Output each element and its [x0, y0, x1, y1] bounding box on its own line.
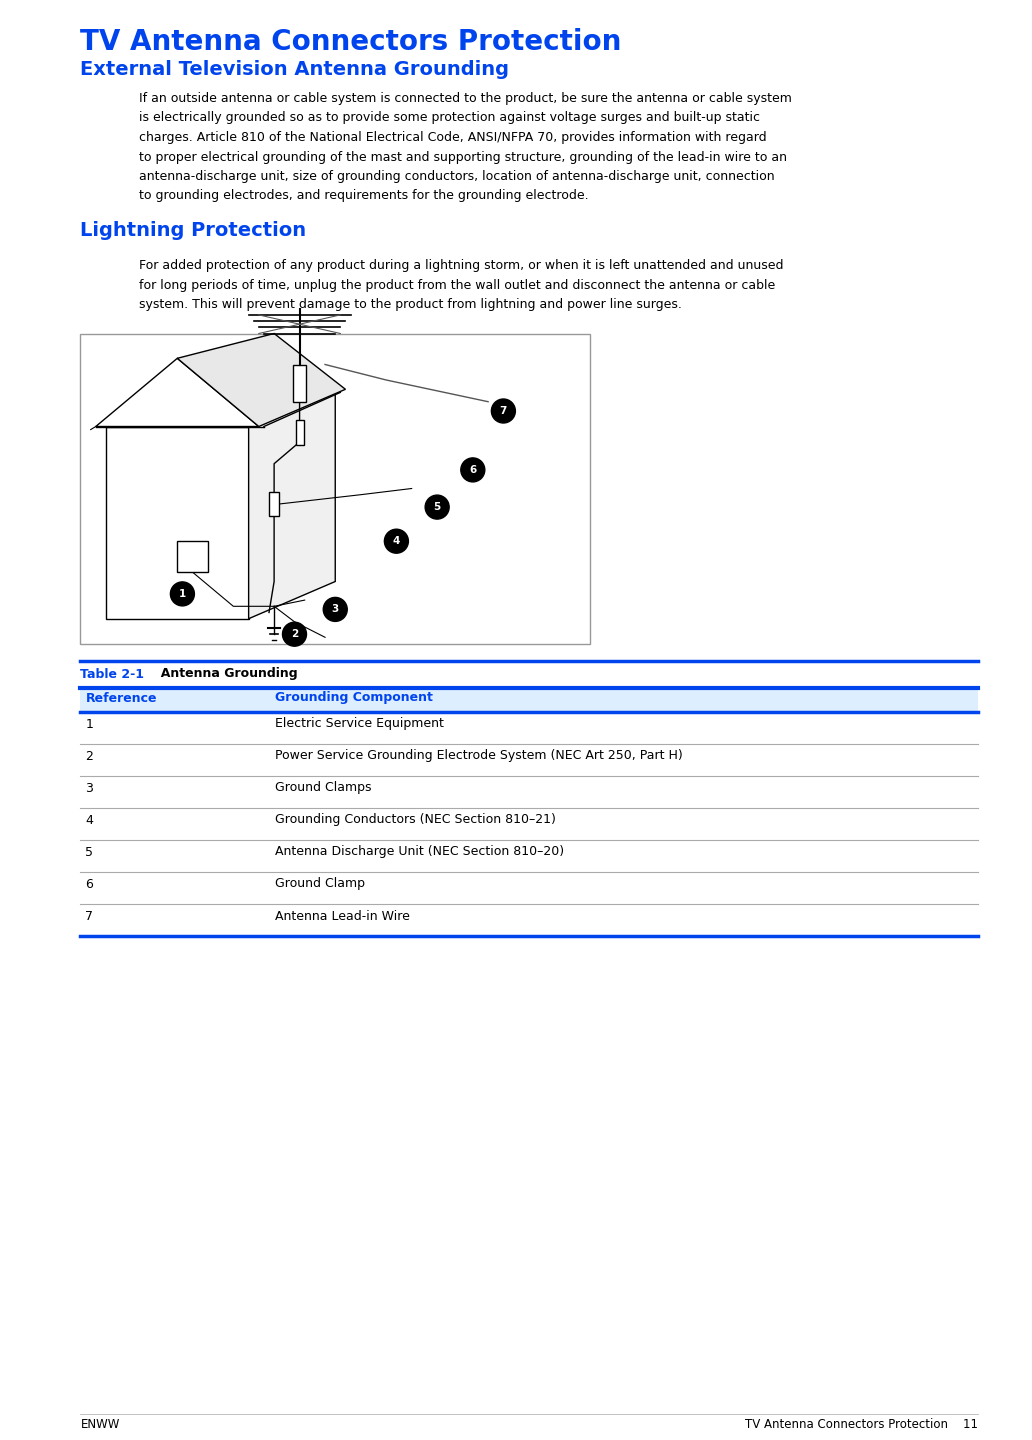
Text: 7: 7 — [86, 910, 94, 923]
Text: Ground Clamp: Ground Clamp — [276, 877, 365, 890]
Text: Grounding Conductors (NEC Section 810–21): Grounding Conductors (NEC Section 810–21… — [276, 814, 556, 827]
Text: 3: 3 — [86, 782, 93, 795]
Circle shape — [491, 399, 515, 423]
Text: Table 2-1: Table 2-1 — [80, 668, 144, 681]
Text: 2: 2 — [86, 749, 93, 763]
Text: 1: 1 — [86, 717, 93, 730]
Text: 1: 1 — [179, 589, 186, 599]
Text: 4: 4 — [86, 814, 93, 827]
Circle shape — [425, 495, 449, 518]
Text: Power Service Grounding Electrode System (NEC Art 250, Part H): Power Service Grounding Electrode System… — [276, 749, 683, 763]
Text: is electrically grounded so as to provide some protection against voltage surges: is electrically grounded so as to provid… — [139, 111, 761, 124]
Text: External Television Antenna Grounding: External Television Antenna Grounding — [80, 60, 510, 79]
Text: Electric Service Equipment: Electric Service Equipment — [276, 717, 445, 730]
Circle shape — [170, 582, 194, 606]
Text: Antenna Lead-in Wire: Antenna Lead-in Wire — [276, 910, 411, 923]
Text: system. This will prevent damage to the product from lightning and power line su: system. This will prevent damage to the … — [139, 298, 682, 311]
Text: 6: 6 — [86, 877, 93, 890]
Circle shape — [461, 458, 485, 482]
Text: Antenna Grounding: Antenna Grounding — [153, 668, 298, 681]
Polygon shape — [269, 491, 280, 517]
Text: 5: 5 — [433, 503, 441, 513]
Polygon shape — [96, 359, 259, 426]
Circle shape — [384, 530, 409, 553]
Text: 3: 3 — [331, 605, 338, 615]
Text: Antenna Discharge Unit (NEC Section 810–20): Antenna Discharge Unit (NEC Section 810–… — [276, 845, 565, 858]
Text: 2: 2 — [291, 629, 298, 639]
Text: 5: 5 — [86, 845, 94, 858]
Bar — [80, 334, 590, 644]
Text: If an outside antenna or cable system is connected to the product, be sure the a: If an outside antenna or cable system is… — [139, 92, 793, 105]
Text: to grounding electrodes, and requirements for the grounding electrode.: to grounding electrodes, and requirement… — [139, 190, 589, 203]
Circle shape — [323, 598, 347, 622]
Text: Lightning Protection: Lightning Protection — [80, 220, 307, 240]
Polygon shape — [178, 541, 207, 572]
Polygon shape — [295, 420, 303, 445]
Bar — [80, 687, 978, 711]
Text: 6: 6 — [470, 465, 477, 475]
Text: Ground Clamps: Ground Clamps — [276, 782, 372, 795]
Text: charges. Article 810 of the National Electrical Code, ANSI/NFPA 70, provides inf: charges. Article 810 of the National Ele… — [139, 131, 767, 144]
Text: 4: 4 — [393, 536, 400, 546]
Text: to proper electrical grounding of the mast and supporting structure, grounding o: to proper electrical grounding of the ma… — [139, 151, 787, 164]
Text: for long periods of time, unplug the product from the wall outlet and disconnect: for long periods of time, unplug the pro… — [139, 278, 776, 291]
Polygon shape — [178, 334, 346, 426]
Text: For added protection of any product during a lightning storm, or when it is left: For added protection of any product duri… — [139, 259, 784, 272]
Polygon shape — [293, 364, 305, 402]
Circle shape — [283, 622, 307, 647]
Text: Grounding Component: Grounding Component — [276, 691, 433, 704]
Text: ENWW: ENWW — [80, 1418, 120, 1431]
Text: antenna-discharge unit, size of grounding conductors, location of antenna-discha: antenna-discharge unit, size of groundin… — [139, 170, 775, 183]
Text: 7: 7 — [499, 406, 507, 416]
Polygon shape — [106, 426, 249, 619]
Text: TV Antenna Connectors Protection: TV Antenna Connectors Protection — [80, 27, 622, 56]
Text: TV Antenna Connectors Protection    11: TV Antenna Connectors Protection 11 — [745, 1418, 978, 1431]
Text: Reference: Reference — [86, 691, 157, 704]
Polygon shape — [249, 389, 335, 619]
